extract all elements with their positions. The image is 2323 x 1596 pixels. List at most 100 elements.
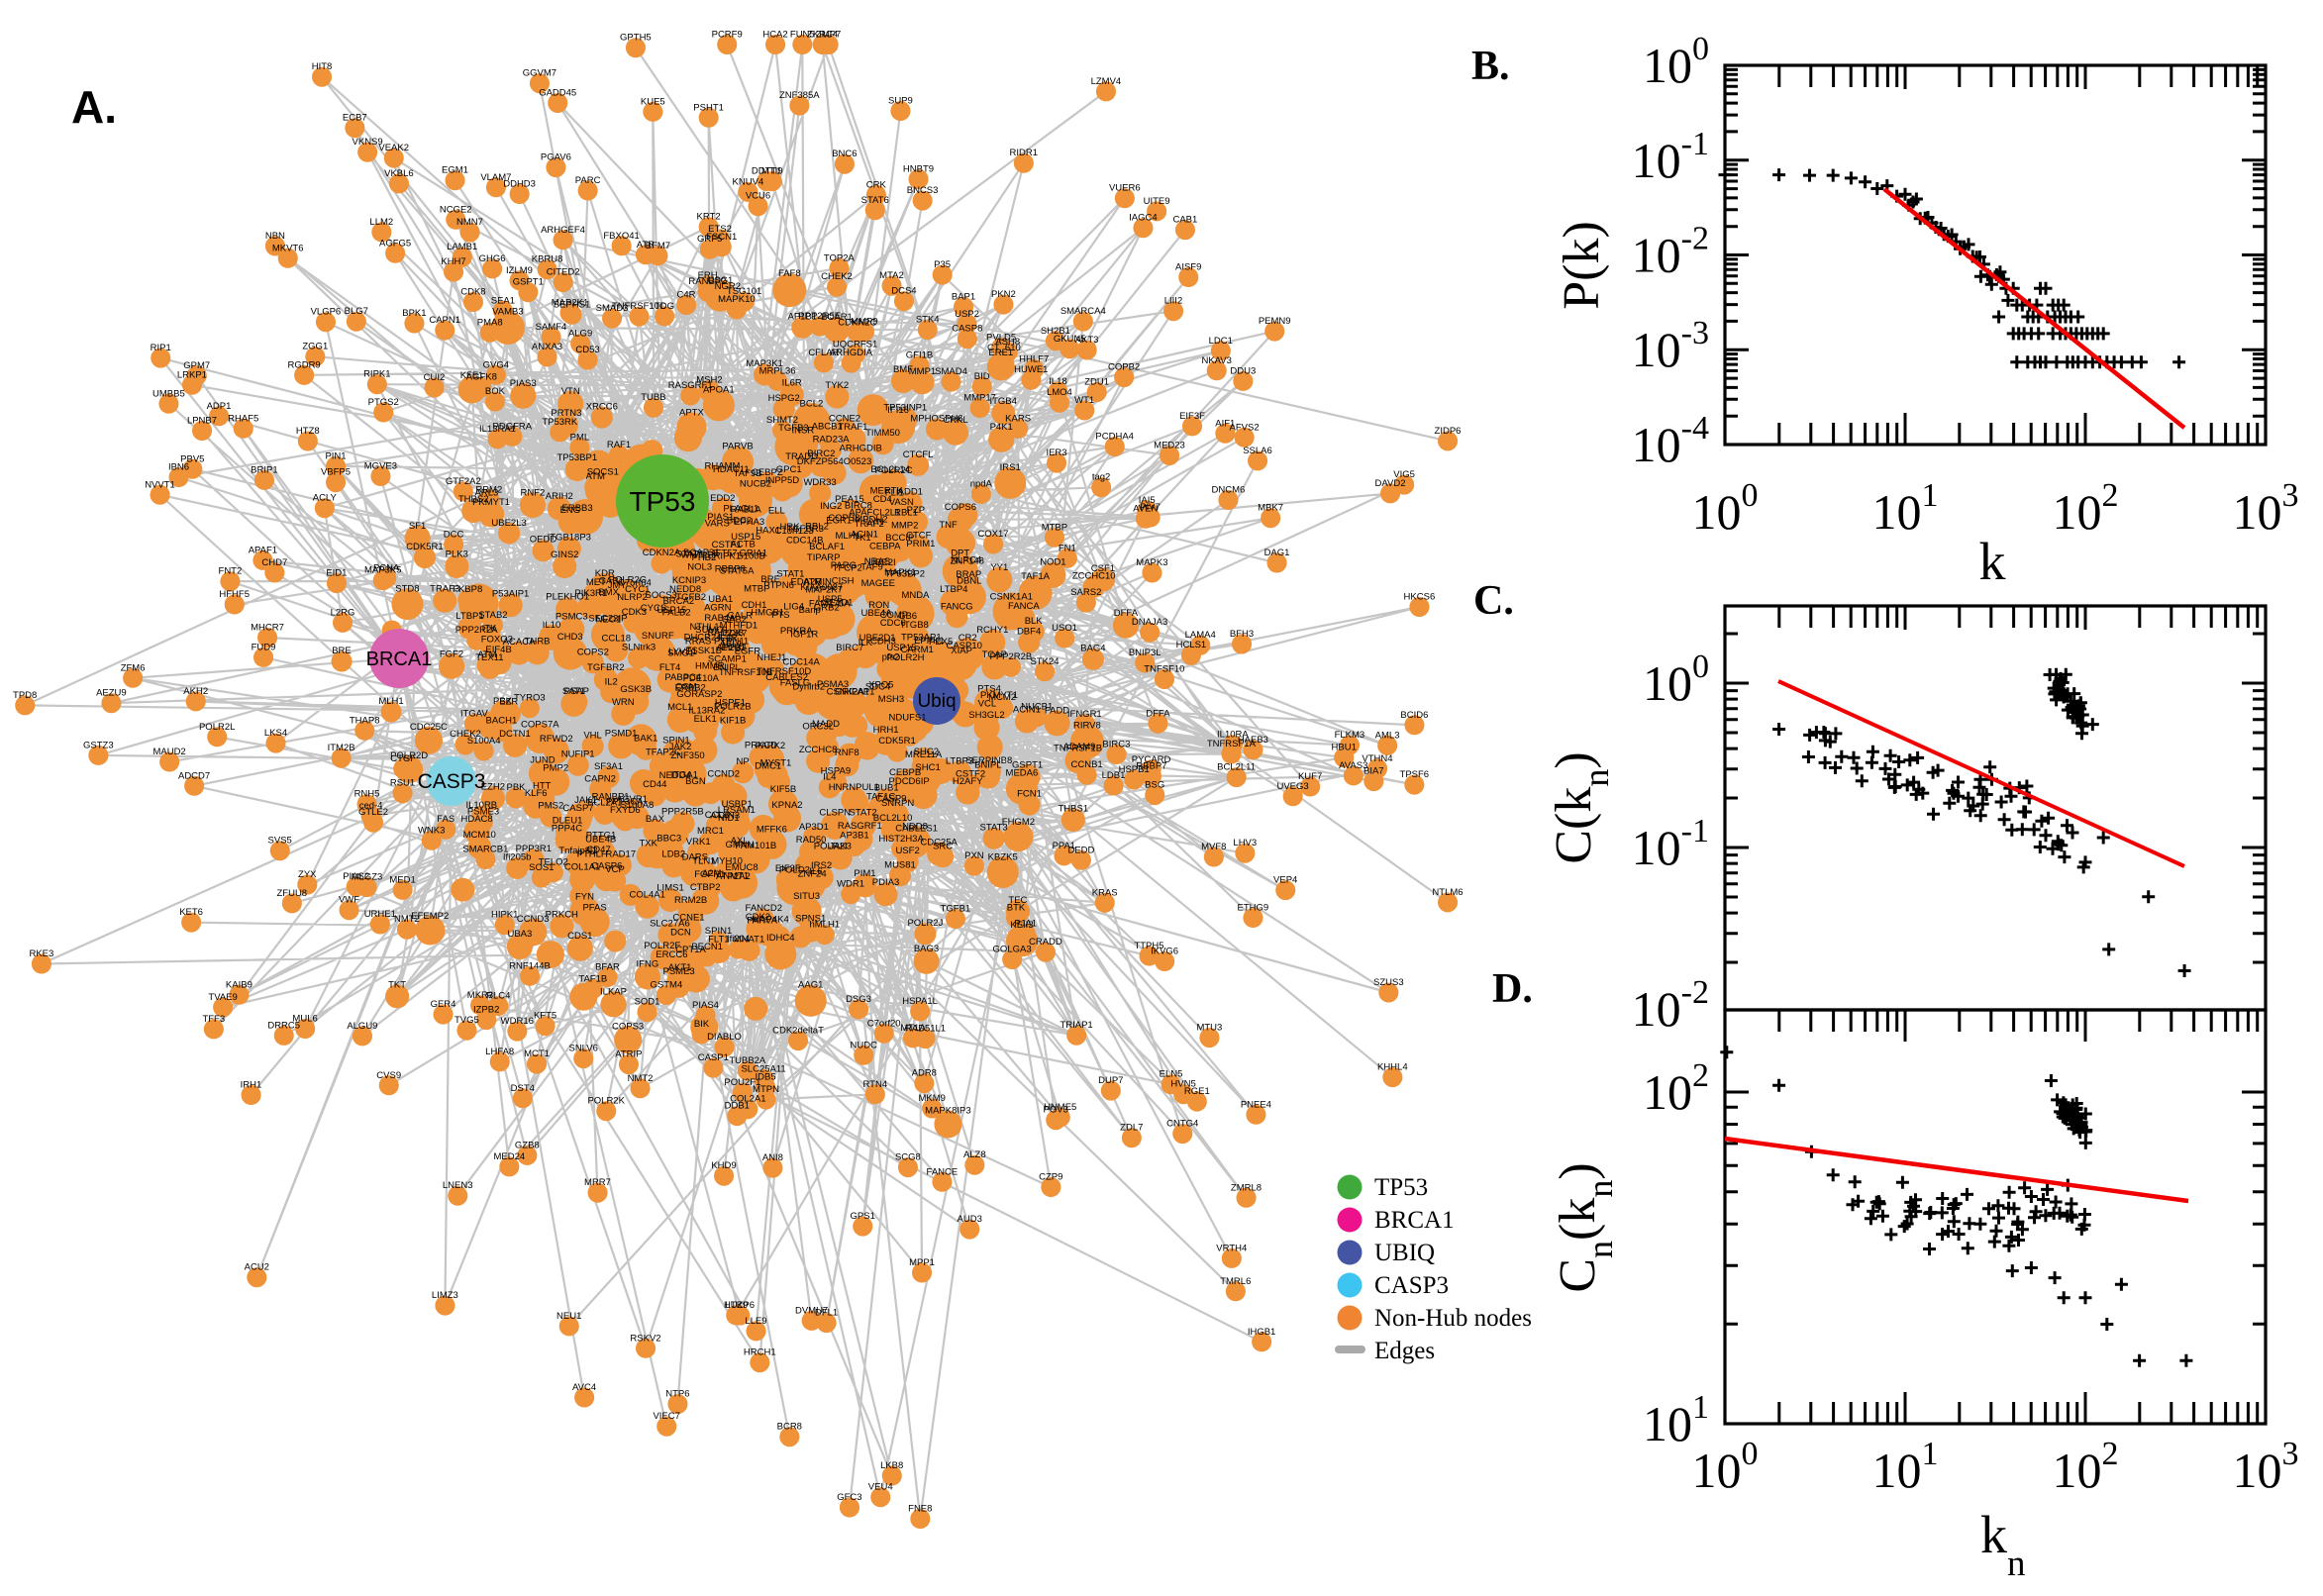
svg-text:COX17: COX17 — [977, 529, 1008, 540]
svg-text:LIMZ3: LIMZ3 — [432, 1290, 458, 1301]
svg-text:GPS1: GPS1 — [851, 1211, 875, 1222]
svg-text:CDK5R1: CDK5R1 — [406, 542, 444, 552]
svg-text:MKR3: MKR3 — [467, 990, 493, 1001]
svg-text:SHC1: SHC1 — [915, 762, 940, 773]
svg-text:USP15: USP15 — [886, 643, 916, 653]
svg-text:POLR2C: POLR2C — [875, 465, 913, 476]
svg-text:CDH3: CDH3 — [870, 636, 896, 647]
svg-text:RIP1: RIP1 — [151, 343, 171, 353]
svg-text:PIN1: PIN1 — [325, 450, 346, 461]
svg-text:npdA: npdA — [970, 478, 993, 489]
svg-text:PKN2: PKN2 — [991, 289, 1016, 300]
svg-text:HSPB1: HSPB1 — [1119, 764, 1150, 775]
svg-text:PDCD6IP: PDCD6IP — [889, 776, 930, 787]
svg-text:CHEK2: CHEK2 — [821, 271, 853, 282]
svg-text:EID1: EID1 — [326, 568, 347, 579]
svg-text:EIF3F: EIF3F — [775, 863, 801, 874]
svg-text:IL18: IL18 — [1049, 376, 1067, 387]
svg-text:ASH8: ASH8 — [995, 337, 1020, 348]
svg-text:EZH2: EZH2 — [481, 781, 505, 792]
svg-text:DKFZP564O0523: DKFZP564O0523 — [797, 456, 872, 467]
svg-text:LNEN3: LNEN3 — [443, 1180, 473, 1191]
svg-text:DDHD3: DDHD3 — [503, 179, 536, 190]
svg-text:IL13RA1: IL13RA1 — [479, 424, 516, 435]
svg-text:ETS2: ETS2 — [708, 224, 732, 235]
svg-text:BRCA1: BRCA1 — [1374, 1207, 1455, 1234]
svg-text:WT1: WT1 — [1074, 395, 1094, 406]
svg-text:MLH1: MLH1 — [378, 696, 403, 707]
svg-text:MMP2: MMP2 — [891, 520, 918, 531]
svg-text:HKCS6: HKCS6 — [1404, 592, 1436, 603]
svg-text:USG1: USG1 — [707, 275, 733, 286]
svg-text:A2M: A2M — [702, 868, 722, 879]
svg-text:VTN: VTN — [561, 386, 580, 397]
svg-text:TNFSF10: TNFSF10 — [1144, 664, 1184, 675]
svg-text:NTP6: NTP6 — [665, 1389, 689, 1400]
svg-text:GGVM7: GGVM7 — [523, 68, 556, 79]
svg-text:AUD3: AUD3 — [958, 1214, 982, 1225]
svg-text:BTK: BTK — [1007, 902, 1026, 913]
svg-text:MAP3K1: MAP3K1 — [746, 358, 783, 369]
svg-text:RIPK1: RIPK1 — [714, 551, 741, 562]
svg-text:BCCIP: BCCIP — [885, 533, 914, 544]
svg-text:TMRL6: TMRL6 — [1220, 1276, 1251, 1287]
svg-text:COL2A1: COL2A1 — [730, 1094, 765, 1105]
svg-text:URHE1: URHE1 — [364, 909, 396, 920]
svg-text:IMPDH2: IMPDH2 — [853, 514, 888, 525]
svg-text:PSME3: PSME3 — [662, 966, 694, 977]
svg-text:STAT5A: STAT5A — [720, 565, 755, 576]
svg-text:AP2B1: AP2B1 — [717, 643, 747, 653]
svg-text:MAUD2: MAUD2 — [152, 747, 185, 757]
svg-text:ELL: ELL — [768, 506, 785, 517]
svg-text:NOL3: NOL3 — [687, 562, 712, 573]
svg-text:FHGM2: FHGM2 — [1002, 817, 1035, 828]
svg-text:WDR16: WDR16 — [501, 1016, 534, 1027]
svg-text:MAPK1: MAPK1 — [884, 567, 916, 578]
svg-text:BIRC7: BIRC7 — [836, 643, 863, 653]
svg-text:GB6: GB6 — [898, 611, 917, 622]
svg-text:ETHG9: ETHG9 — [1238, 903, 1269, 914]
svg-text:VHL: VHL — [583, 730, 601, 741]
svg-text:HIPK1: HIPK1 — [491, 910, 518, 921]
svg-text:SOS1: SOS1 — [529, 862, 554, 873]
svg-text:S100B: S100B — [737, 550, 765, 561]
svg-text:IFNGR1: IFNGR1 — [1067, 709, 1102, 720]
svg-text:MAP2K1: MAP2K1 — [552, 298, 589, 309]
svg-text:PYCARD: PYCARD — [1132, 754, 1171, 765]
svg-text:SHC2: SHC2 — [914, 747, 939, 757]
svg-text:VKNS9: VKNS9 — [353, 137, 383, 148]
svg-text:HNME5: HNME5 — [1044, 1102, 1076, 1113]
svg-text:RNF8: RNF8 — [835, 748, 859, 758]
svg-text:ZMRL8: ZMRL8 — [1231, 1182, 1262, 1193]
svg-text:MRR7: MRR7 — [584, 1177, 611, 1188]
svg-text:DCC: DCC — [444, 529, 464, 540]
svg-text:HSPG2: HSPG2 — [768, 393, 800, 404]
svg-text:GAB1: GAB1 — [599, 576, 624, 587]
svg-text:FN1: FN1 — [1059, 543, 1076, 553]
svg-text:LPNB7: LPNB7 — [187, 416, 217, 427]
svg-text:IDB5: IDB5 — [756, 1072, 776, 1083]
svg-text:AML3: AML3 — [1375, 730, 1400, 741]
svg-text:CASP7: CASP7 — [562, 803, 593, 814]
svg-text:KRT2: KRT2 — [697, 212, 721, 223]
svg-text:CCNB1: CCNB1 — [1070, 759, 1102, 770]
svg-text:GHG6: GHG6 — [479, 253, 506, 264]
svg-text:VCU6: VCU6 — [746, 191, 770, 202]
svg-text:RFWD2: RFWD2 — [540, 734, 573, 745]
svg-text:MGVE3: MGVE3 — [364, 461, 397, 472]
svg-text:GORASP2: GORASP2 — [676, 689, 722, 700]
svg-text:GOLGA3: GOLGA3 — [993, 945, 1032, 955]
svg-text:VRTH4: VRTH4 — [1216, 1243, 1247, 1253]
svg-text:ATXN3: ATXN3 — [710, 811, 740, 822]
svg-text:SUMO1: SUMO1 — [695, 625, 729, 636]
svg-text:MCT1: MCT1 — [524, 1048, 550, 1059]
svg-text:RRM2: RRM2 — [475, 485, 502, 496]
svg-text:EMUC8: EMUC8 — [725, 862, 758, 873]
svg-text:ABL1: ABL1 — [720, 639, 743, 649]
svg-text:YY1: YY1 — [990, 562, 1008, 573]
svg-text:B.: B. — [1471, 44, 1510, 89]
svg-text:ALGU9: ALGU9 — [347, 1021, 377, 1032]
svg-text:LIG4: LIG4 — [783, 602, 804, 613]
svg-text:TP53INP1: TP53INP1 — [883, 402, 927, 413]
svg-text:DPT: DPT — [951, 549, 969, 559]
